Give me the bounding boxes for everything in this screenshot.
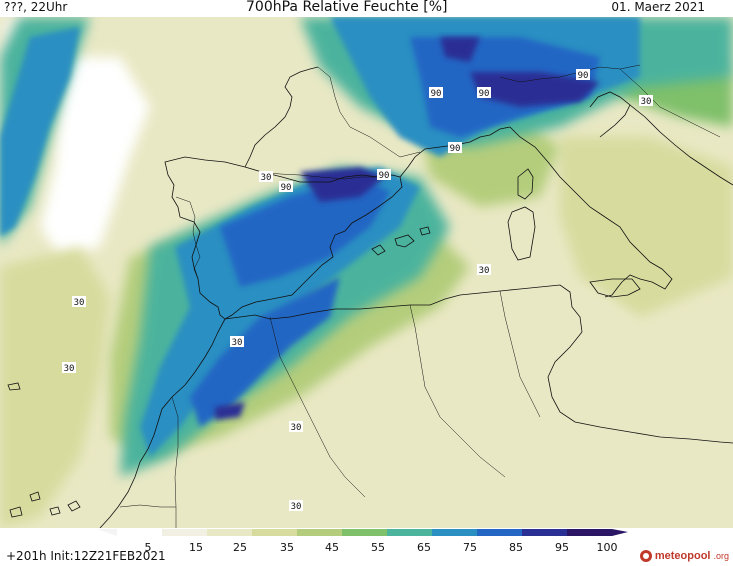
contour-label-box bbox=[289, 421, 303, 432]
contour-label: 90 bbox=[578, 71, 589, 81]
contour-label-box bbox=[259, 171, 273, 182]
contour-label: 30 bbox=[74, 298, 85, 308]
contour-label: 30 bbox=[291, 502, 302, 512]
contour-label: 90 bbox=[431, 89, 442, 99]
color-scale-tick: 75 bbox=[463, 541, 477, 554]
contour-label: 30 bbox=[64, 364, 75, 374]
contour-label: 90 bbox=[281, 183, 292, 193]
color-scale-swatch bbox=[297, 529, 343, 536]
contour-label: 90 bbox=[379, 171, 390, 181]
color-scale-tick: 45 bbox=[325, 541, 339, 554]
color-scale-legend: 5 15 25 35 45 55 65 75 85 95 100 bbox=[0, 528, 733, 566]
humidity-field bbox=[0, 17, 733, 528]
contour-label-box bbox=[377, 169, 391, 180]
contour-label: 90 bbox=[479, 89, 490, 99]
meteopool-logo-icon bbox=[639, 550, 652, 562]
color-scale-left-arrow bbox=[97, 529, 117, 536]
contour-label: 30 bbox=[291, 423, 302, 433]
contour-label-box bbox=[576, 69, 590, 80]
contour-label-box bbox=[289, 500, 303, 511]
humidity-map: 30 90 90 90 90 90 90 30 30 30 30 30 30 30 bbox=[0, 17, 733, 528]
contour-label: 30 bbox=[479, 266, 490, 276]
contour-label: 30 bbox=[641, 97, 652, 107]
color-scale-tick: 55 bbox=[371, 541, 385, 554]
color-scale-tick: 15 bbox=[189, 541, 203, 554]
color-scale-swatch bbox=[162, 529, 208, 536]
contour-label-box bbox=[477, 264, 491, 275]
color-scale-swatch bbox=[567, 529, 613, 536]
contour-label-box bbox=[639, 95, 653, 106]
contour-label: 30 bbox=[261, 173, 272, 183]
valid-time-label: ???, 22Uhr bbox=[4, 0, 68, 14]
contour-label-box bbox=[477, 87, 491, 98]
contour-label-box bbox=[279, 181, 293, 192]
contour-labels: 30 90 90 90 90 90 90 30 30 30 30 30 30 30 bbox=[62, 69, 653, 512]
contour-label-box bbox=[230, 336, 244, 347]
contour-label: 90 bbox=[450, 144, 461, 154]
color-scale-tick: 100 bbox=[596, 541, 618, 554]
contour-label-box bbox=[448, 142, 462, 153]
meteopool-logo[interactable]: meteopool .org bbox=[639, 550, 729, 562]
run-info: +201h Init:12Z21FEB2021 bbox=[6, 549, 166, 563]
color-scale-tick: 5 bbox=[144, 541, 152, 554]
color-scale-swatch bbox=[342, 529, 388, 536]
color-scale-swatch bbox=[117, 529, 163, 536]
contour-label-box bbox=[429, 87, 443, 98]
color-scale-tick: 25 bbox=[233, 541, 247, 554]
color-scale-swatch bbox=[477, 529, 523, 536]
color-scale-right-arrow bbox=[612, 529, 628, 536]
country-borders bbox=[119, 64, 721, 528]
date-label: 01. Maerz 2021 bbox=[611, 0, 705, 14]
color-scale-tick: 85 bbox=[509, 541, 523, 554]
color-scale-tick: 65 bbox=[417, 541, 431, 554]
color-scale-bar bbox=[97, 529, 628, 536]
logo-suffix: .org bbox=[713, 551, 729, 561]
contour-label-box bbox=[62, 362, 76, 373]
color-scale-swatch bbox=[207, 529, 253, 536]
contour-label: 30 bbox=[232, 338, 243, 348]
color-scale-tick: 35 bbox=[280, 541, 294, 554]
contour-label-box bbox=[72, 296, 86, 307]
logo-text: meteopool bbox=[654, 550, 711, 562]
color-scale-swatch bbox=[252, 529, 298, 536]
color-scale-swatch bbox=[387, 529, 433, 536]
color-scale-tick: 95 bbox=[555, 541, 569, 554]
color-scale-swatch bbox=[432, 529, 478, 536]
color-scale-swatch bbox=[522, 529, 568, 536]
map-title: 700hPa Relative Feuchte [%] bbox=[246, 0, 448, 15]
